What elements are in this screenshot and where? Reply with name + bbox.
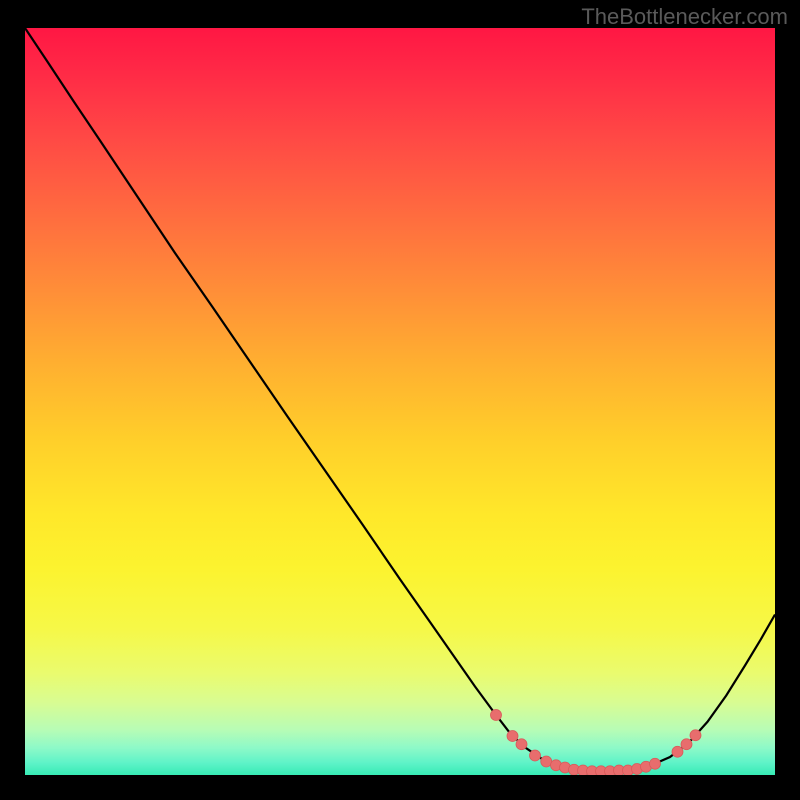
chart-svg xyxy=(25,28,775,775)
curve-marker xyxy=(690,730,701,741)
plot-area xyxy=(25,28,775,775)
curve-marker xyxy=(491,709,502,720)
attribution-text: TheBottlenecker.com xyxy=(581,4,788,30)
curve-markers xyxy=(491,709,701,775)
curve-marker xyxy=(507,730,518,741)
curve-marker xyxy=(541,756,552,767)
bottleneck-curve xyxy=(25,28,775,771)
curve-marker xyxy=(681,739,692,750)
curve-marker xyxy=(650,758,661,769)
curve-marker xyxy=(672,746,683,757)
curve-marker xyxy=(516,739,527,750)
curve-marker xyxy=(530,750,541,761)
